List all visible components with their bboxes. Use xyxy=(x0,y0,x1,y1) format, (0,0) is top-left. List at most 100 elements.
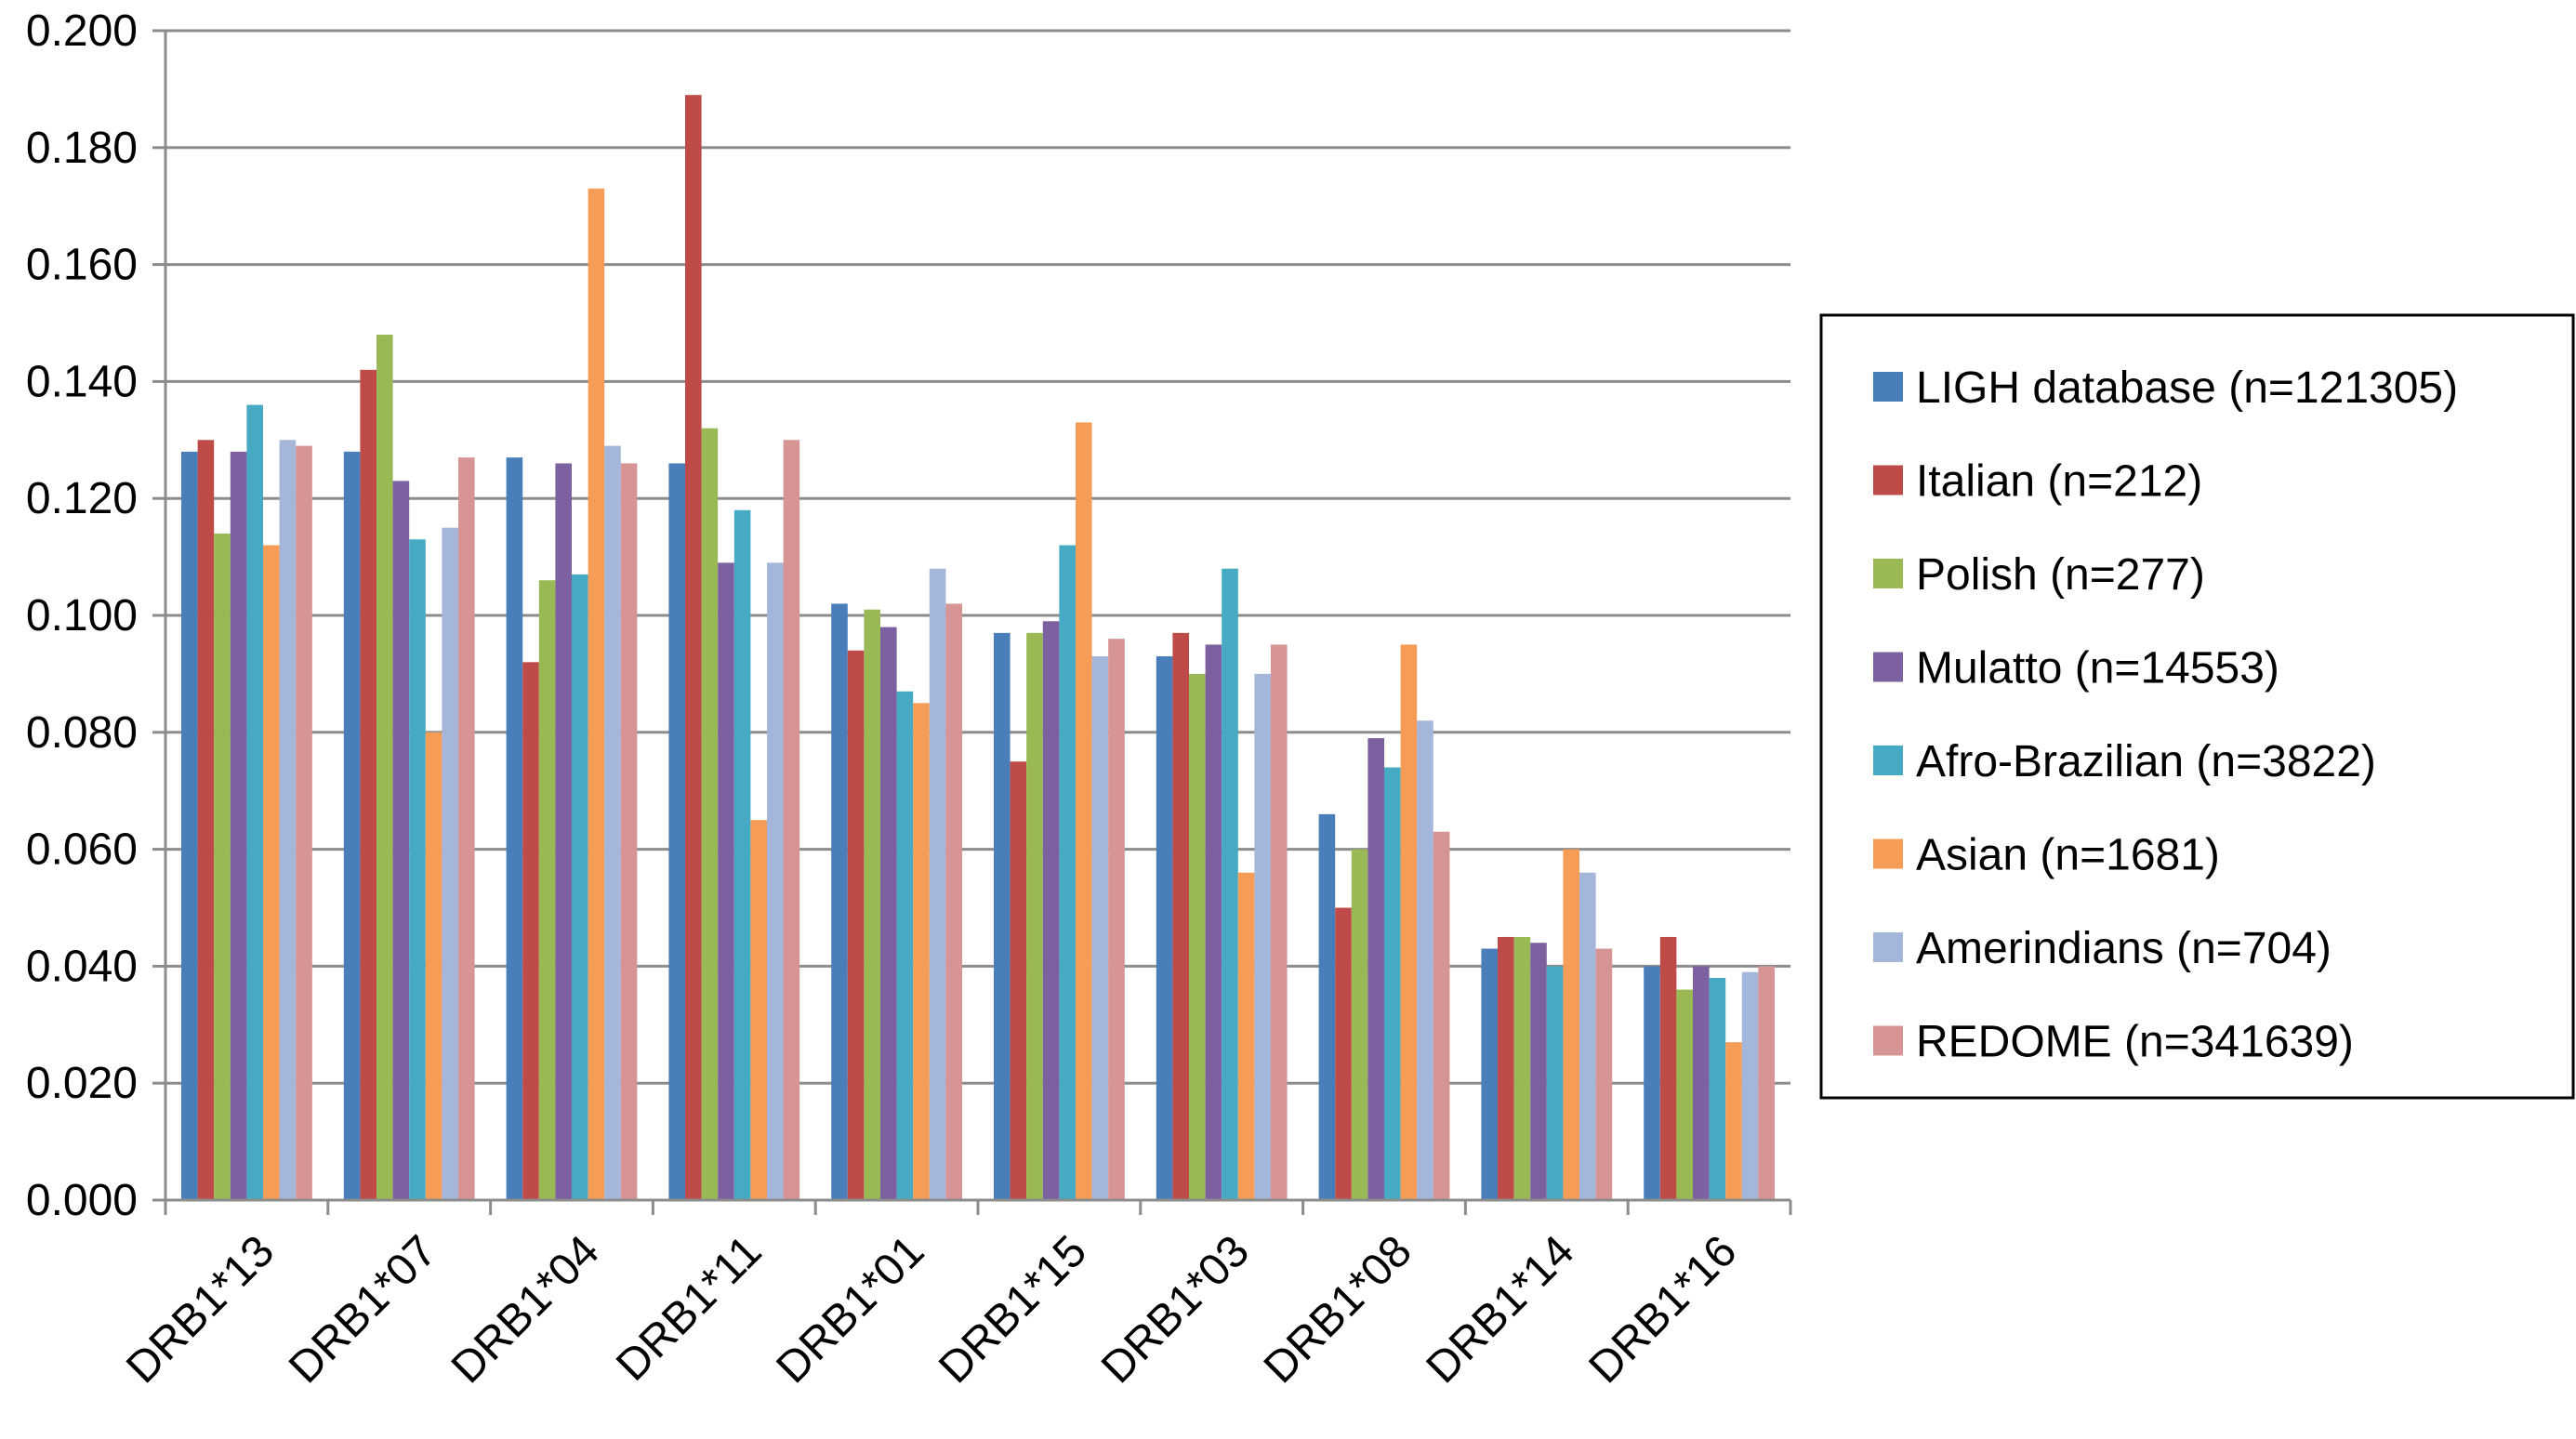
bar xyxy=(1709,977,1726,1200)
legend-label: Asian (n=1681) xyxy=(1916,831,2220,880)
bar xyxy=(296,445,312,1201)
bar xyxy=(1172,632,1189,1200)
legend: LIGH database (n=121305) Italian (n=212) P… xyxy=(1819,313,2575,1100)
axes xyxy=(152,29,1792,1215)
bar xyxy=(701,428,719,1201)
bar xyxy=(1026,632,1043,1200)
bar xyxy=(214,533,231,1200)
y-tick-label: 0.000 xyxy=(26,1176,138,1225)
bar xyxy=(263,545,280,1200)
bar xyxy=(1205,644,1222,1200)
bar xyxy=(685,95,702,1201)
bar xyxy=(1254,673,1271,1200)
bar xyxy=(831,603,848,1200)
legend-label: LIGH database (n=121305) xyxy=(1916,363,2458,413)
bar xyxy=(1741,971,1759,1200)
bar xyxy=(1335,907,1352,1200)
bar xyxy=(1367,738,1384,1200)
bar xyxy=(409,539,426,1200)
y-tick-label: 0.040 xyxy=(26,942,138,991)
bar xyxy=(1400,644,1418,1200)
bar xyxy=(360,369,376,1200)
legend-label: Amerindians (n=704) xyxy=(1916,924,2332,973)
legend-label: Afro-Brazilian (n=3822) xyxy=(1916,737,2376,786)
legend-label: Mulatto (n=14553) xyxy=(1916,644,2279,693)
bar xyxy=(181,451,198,1200)
legend-swatch xyxy=(1873,465,1903,495)
bar xyxy=(343,451,361,1200)
x-tick-label: DRB1*16 xyxy=(1579,1226,1746,1393)
y-tick-label: 0.020 xyxy=(26,1059,138,1108)
bar xyxy=(1579,872,1596,1200)
bar xyxy=(767,562,784,1200)
legend-label: Italian (n=212) xyxy=(1916,457,2202,507)
legend-swatch xyxy=(1873,652,1903,682)
x-tick-label: DRB1*08 xyxy=(1255,1226,1421,1393)
bar xyxy=(718,562,734,1200)
bar xyxy=(392,481,410,1200)
bar xyxy=(913,703,930,1200)
bar xyxy=(572,574,588,1200)
y-tick-label: 0.180 xyxy=(26,124,138,173)
bar xyxy=(1351,849,1368,1200)
legend-label: Polish (n=277) xyxy=(1916,550,2205,600)
bar xyxy=(783,440,800,1200)
x-tick-label: DRB1*15 xyxy=(930,1226,1096,1393)
bar xyxy=(864,609,880,1200)
bar xyxy=(1693,966,1710,1200)
bar xyxy=(1189,673,1206,1200)
legend-swatch xyxy=(1873,746,1903,775)
bar xyxy=(620,463,638,1201)
bar xyxy=(1091,656,1109,1200)
bar xyxy=(1271,644,1288,1200)
bar xyxy=(1530,943,1547,1200)
x-tick-label: DRB1*04 xyxy=(443,1226,609,1393)
bar xyxy=(1498,936,1514,1200)
bar xyxy=(1417,720,1433,1200)
bar xyxy=(246,404,263,1200)
bar xyxy=(1563,849,1579,1200)
bar xyxy=(847,650,865,1200)
legend-swatch xyxy=(1873,372,1903,402)
legend-swatch xyxy=(1873,932,1903,962)
legend-swatch xyxy=(1873,838,1903,869)
bar xyxy=(1725,1042,1742,1200)
bar xyxy=(458,457,475,1200)
bar xyxy=(1384,767,1401,1200)
y-tick-label: 0.120 xyxy=(26,474,138,523)
bar xyxy=(1481,948,1498,1200)
bar xyxy=(522,662,539,1200)
y-tick-label: 0.200 xyxy=(26,7,138,56)
bar xyxy=(1644,966,1660,1200)
legend-box xyxy=(1819,313,2575,1100)
bar xyxy=(1059,545,1076,1200)
bar xyxy=(1659,936,1677,1200)
bar xyxy=(1513,936,1531,1200)
bar xyxy=(896,691,914,1200)
bar xyxy=(425,732,443,1200)
bar xyxy=(1237,872,1255,1200)
bar xyxy=(197,440,215,1200)
x-tick-label: DRB1*13 xyxy=(117,1226,284,1393)
bar xyxy=(945,603,962,1200)
bar xyxy=(376,335,393,1201)
x-tick-label: DRB1*14 xyxy=(1418,1226,1584,1393)
y-axis-tick-labels: 0.000 0.020 0.040 0.060 0.080 0.100 0.120 0.140… xyxy=(26,7,138,1225)
bar xyxy=(1156,656,1173,1200)
bar xyxy=(538,580,556,1200)
bar xyxy=(929,568,946,1200)
bar xyxy=(1010,761,1027,1200)
bar xyxy=(442,527,458,1200)
bar xyxy=(1546,966,1564,1200)
y-tick-label: 0.160 xyxy=(26,241,138,290)
bar xyxy=(668,463,685,1201)
legend-swatch xyxy=(1873,1025,1903,1056)
bar xyxy=(1595,948,1613,1200)
legend-swatch xyxy=(1873,559,1903,588)
bar xyxy=(604,445,621,1201)
bar xyxy=(279,440,297,1200)
bar xyxy=(880,627,897,1200)
bar xyxy=(1108,639,1125,1200)
x-tick-label: DRB1*01 xyxy=(767,1226,933,1393)
bar xyxy=(1222,568,1238,1200)
